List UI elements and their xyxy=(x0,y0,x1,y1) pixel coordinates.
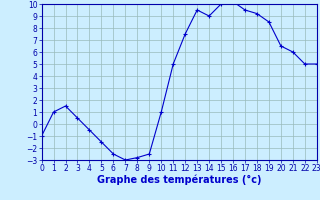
X-axis label: Graphe des températures (°c): Graphe des températures (°c) xyxy=(97,175,261,185)
